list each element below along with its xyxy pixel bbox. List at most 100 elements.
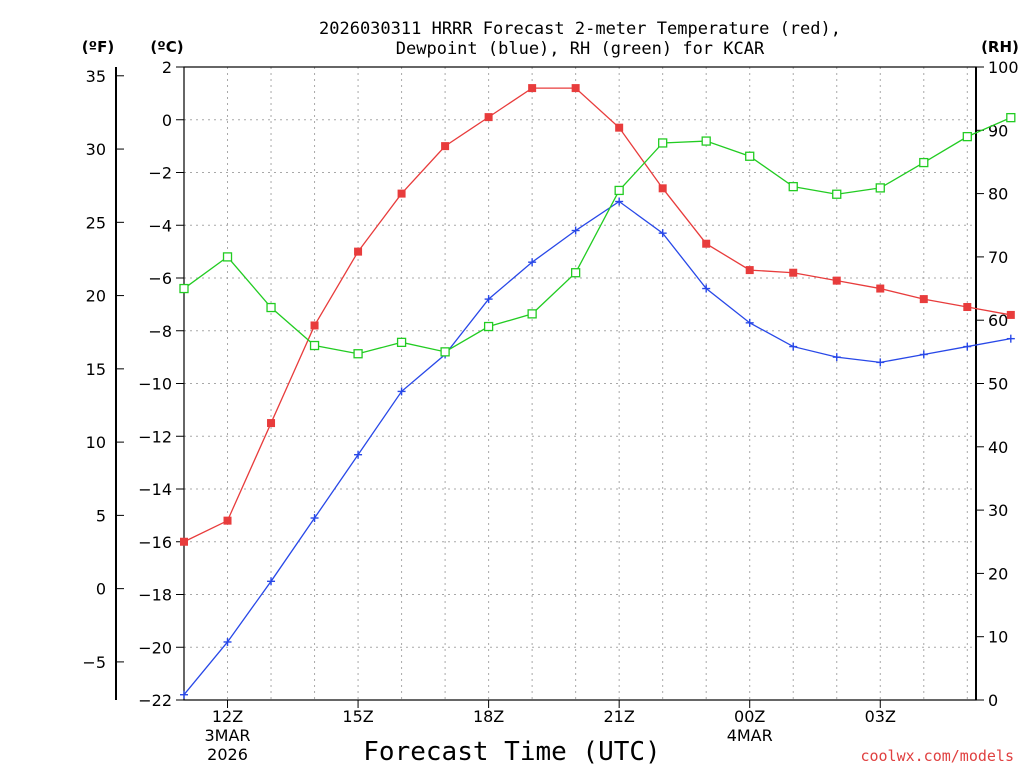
rh-tick-label: 90 [988, 121, 1008, 140]
temperature-point [832, 276, 841, 285]
rh-point [396, 337, 407, 348]
dewpoint-point [615, 197, 624, 206]
celsius-tick-label: 2 [162, 58, 172, 77]
rh-point [483, 321, 494, 332]
temperature-point [876, 284, 885, 293]
rh-tick-label: 0 [988, 691, 998, 710]
rh-tick-label: 60 [988, 311, 1008, 330]
x-tick-label: 18Z [473, 707, 504, 726]
celsius-tick-label: −10 [138, 375, 172, 394]
rh-point [745, 151, 755, 161]
temperature-point [484, 113, 493, 122]
dewpoint-point [223, 637, 232, 646]
celsius-tick-label: −18 [138, 586, 172, 605]
temperature-point [615, 123, 624, 132]
x-tick-date: 4MAR [727, 726, 773, 745]
fahrenheit-tick-label: 20 [86, 287, 106, 306]
dewpoint-point [571, 226, 580, 235]
dewpoint-point [745, 318, 754, 327]
x-tick-year: 2026 [207, 745, 248, 764]
celsius-unit-label: (ºC) [150, 38, 183, 56]
rh-point [962, 131, 972, 142]
dewpoint-point [267, 577, 276, 586]
x-tick-label: 03Z [865, 707, 896, 726]
dewpoint-point [528, 258, 537, 267]
temperature-point [745, 266, 754, 275]
celsius-tick-label: −16 [138, 533, 172, 552]
grid [184, 66, 976, 701]
temperature-point [310, 321, 319, 330]
x-tick-label: 00Z [734, 707, 765, 726]
dewpoint-point [789, 342, 798, 351]
fahrenheit-tick-label: 30 [86, 140, 106, 159]
rh-tick-label: 30 [988, 501, 1008, 520]
dewpoint-point [310, 514, 319, 523]
rh-point [353, 349, 363, 359]
celsius-tick-label: −20 [138, 638, 172, 657]
rh-point [440, 347, 450, 357]
temperature-point [571, 84, 580, 93]
x-tick-label: 15Z [342, 707, 373, 726]
temperature-point [441, 142, 450, 151]
dewpoint-point [658, 229, 667, 238]
rh-point [658, 138, 668, 148]
dewpoint-point [354, 450, 363, 459]
celsius-tick-label: −4 [148, 216, 172, 235]
rh-point [919, 157, 929, 168]
credit-label: coolwx.com/models [860, 747, 1014, 765]
temperature-point [919, 295, 928, 304]
rh-unit-label: (RH) [981, 38, 1019, 56]
temperature-point [397, 189, 406, 198]
temperature-point [267, 419, 276, 428]
dewpoint-point [1006, 334, 1015, 343]
rh-point [832, 189, 842, 199]
temperature-point [963, 303, 972, 312]
fahrenheit-tick-label: 25 [86, 213, 106, 232]
rh-tick-label: 10 [988, 628, 1008, 647]
temperature-point [180, 537, 188, 546]
rh-tick-label: 40 [988, 438, 1008, 457]
dewpoint-point [397, 387, 406, 396]
celsius-tick-label: −12 [138, 427, 172, 446]
rh-point [179, 283, 189, 294]
dewpoint-point [963, 342, 972, 351]
chart-title-line1: 2026030311 HRRR Forecast 2-meter Tempera… [319, 19, 841, 39]
fahrenheit-tick-label: 0 [96, 580, 106, 599]
rh-line [183, 117, 1012, 355]
x-tick-date: 3MAR [204, 726, 250, 745]
fahrenheit-tick-label: 5 [96, 506, 106, 525]
fahrenheit-tick-label: 15 [86, 360, 106, 379]
rh-tick-label: 20 [988, 564, 1008, 583]
dewpoint-point [702, 284, 711, 293]
x-axis-label: Forecast Time (UTC) [363, 737, 660, 767]
celsius-tick-label: −2 [148, 164, 172, 183]
fahrenheit-tick-label: 10 [86, 433, 106, 452]
rh-point [527, 309, 537, 319]
celsius-tick-label: −22 [138, 691, 172, 710]
dewpoint-point [180, 690, 188, 699]
fahrenheit-tick-label: −5 [82, 653, 106, 672]
rh-point [309, 340, 320, 351]
temperature-point [658, 184, 667, 193]
dewpoint-point [876, 358, 885, 367]
temperature-point [789, 268, 798, 277]
series-layer [179, 84, 1016, 699]
temperature-point [1006, 310, 1015, 319]
dewpoint-point [484, 295, 493, 304]
x-tick-label: 12Z [212, 707, 243, 726]
celsius-tick-label: 0 [162, 111, 172, 130]
rh-tick-label: 50 [988, 375, 1008, 394]
temperature-point [354, 247, 363, 256]
celsius-tick-label: −8 [148, 322, 172, 341]
rh-point [266, 302, 276, 313]
rh-point [1006, 112, 1016, 123]
rh-point [570, 268, 581, 278]
axes: −22−20−18−16−14−12−10−8−6−4−202−50510152… [82, 58, 1018, 764]
rh-point [788, 181, 798, 192]
fahrenheit-tick-label: 35 [86, 67, 106, 86]
dewpoint-line [183, 200, 1011, 696]
fahrenheit-unit-label: (ºF) [82, 38, 114, 56]
x-tick-label: 21Z [604, 707, 635, 726]
rh-point [222, 252, 233, 262]
temperature-point [702, 239, 711, 248]
